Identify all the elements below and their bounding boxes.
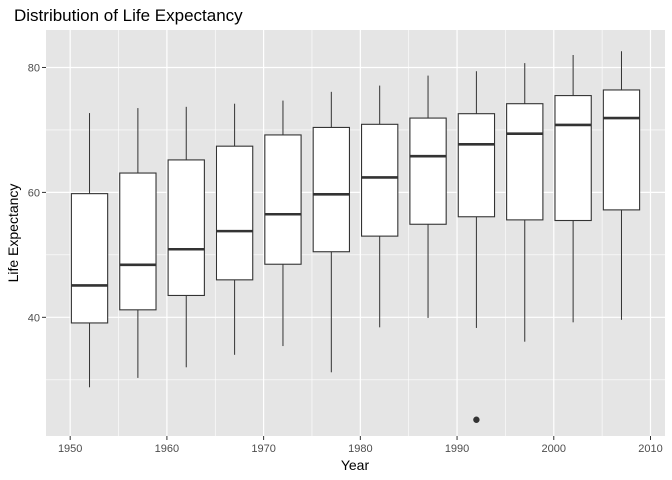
iqr-box [264, 134, 302, 265]
y-axis-title: Life Expectancy [5, 184, 21, 283]
iqr-box [312, 126, 351, 253]
y-tick-label: 60 [28, 187, 40, 199]
box-2002 [554, 54, 592, 323]
x-tick-label: 1960 [155, 443, 179, 455]
outlier-point [473, 416, 480, 423]
box-1967 [215, 103, 254, 355]
box-2007 [602, 51, 641, 320]
chart-title: Distribution of Life Expectancy [14, 6, 243, 25]
y-tick-label: 40 [28, 312, 40, 324]
iqr-box [70, 193, 109, 324]
grid-lines [46, 30, 665, 436]
box-1972 [264, 100, 302, 347]
iqr-box [167, 159, 205, 297]
iqr-box [119, 172, 157, 311]
x-tick-label: 2000 [542, 443, 566, 455]
box-1992 [457, 71, 496, 423]
iqr-box [409, 117, 447, 225]
boxes [70, 51, 641, 423]
iqr-box [457, 113, 496, 218]
box-1987 [409, 75, 447, 318]
x-tick-label: 1980 [348, 443, 372, 455]
x-tick-label: 1970 [251, 443, 275, 455]
box-1977 [312, 91, 351, 373]
iqr-box [215, 145, 254, 281]
box-1952 [70, 113, 109, 388]
box-1982 [360, 85, 399, 328]
y-tick-label: 80 [28, 62, 40, 74]
axes: 1950 1960 1970 1980 1990 2000 2010 40 60 80 [28, 62, 663, 455]
iqr-box [360, 123, 399, 237]
iqr-box [602, 89, 641, 211]
iqr-box [554, 95, 592, 222]
x-tick-label: 2010 [638, 443, 662, 455]
box-1962 [167, 106, 205, 368]
box-1957 [119, 108, 157, 378]
box-1997 [506, 63, 544, 342]
iqr-box [506, 103, 544, 221]
x-tick-label: 1990 [445, 443, 469, 455]
x-tick-label: 1950 [58, 443, 82, 455]
x-axis-title: Year [341, 457, 370, 473]
